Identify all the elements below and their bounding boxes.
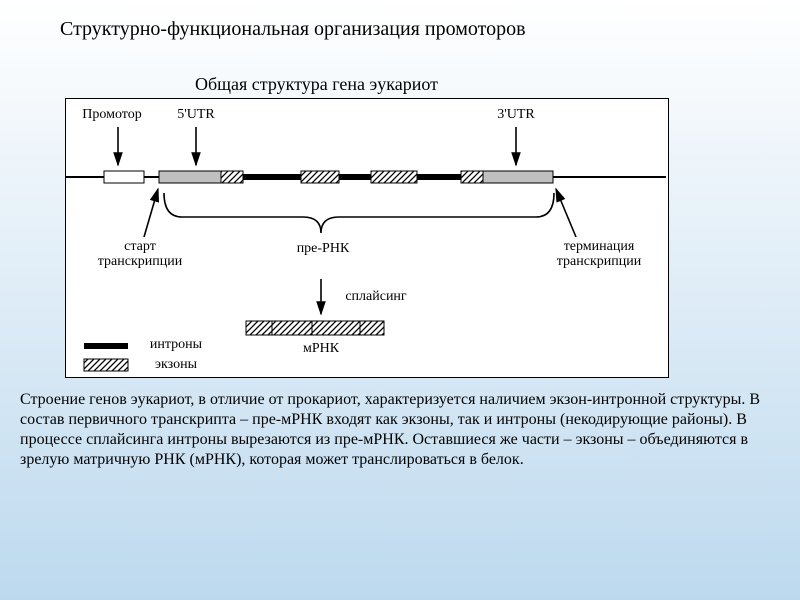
legend-introns-label: интроны xyxy=(136,337,216,352)
body-text: Строение генов эукариот, в отличие от пр… xyxy=(20,390,780,470)
label-splicing: сплайсинг xyxy=(336,289,416,304)
label-start-transcription: старттранскрипции xyxy=(80,239,200,270)
gene-diagram: Промотор 5'UTR 3'UTR старттранскрипции т… xyxy=(65,98,669,378)
label-mrna: мРНК xyxy=(291,341,351,356)
label-pre-rna: пре-РНК xyxy=(288,241,358,256)
label-termination-transcription: терминациятранскрипции xyxy=(534,239,664,270)
label-promotor: Промотор xyxy=(72,107,152,122)
label-3utr: 3'UTR xyxy=(486,107,546,122)
slide-title: Структурно-функциональная организация пр… xyxy=(60,18,526,41)
gene-svg xyxy=(66,99,666,377)
diagram-subtitle: Общая структура гена эукариот xyxy=(195,74,438,95)
legend-exons-label: экзоны xyxy=(136,357,216,372)
label-5utr: 5'UTR xyxy=(166,107,226,122)
